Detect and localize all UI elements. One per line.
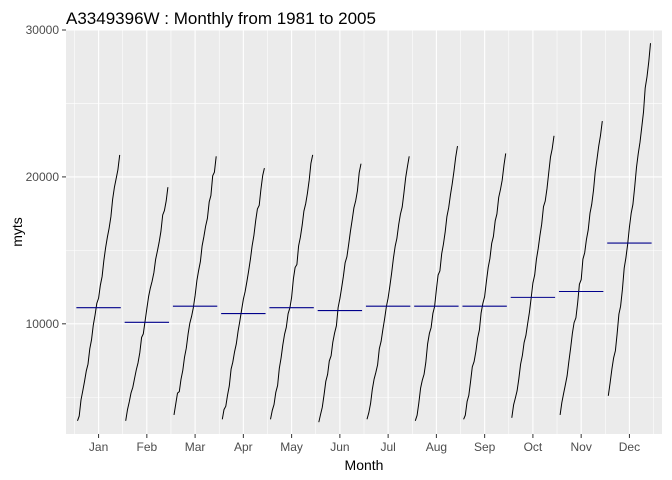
mean-lines xyxy=(76,242,652,323)
series-line-mar xyxy=(173,156,217,415)
y-tick-label: 20000 xyxy=(26,170,60,184)
x-tick-label-may: May xyxy=(280,440,303,454)
series-line-jul xyxy=(366,156,410,420)
series-line-nov xyxy=(559,121,603,415)
x-tick-label-aug: Aug xyxy=(426,440,447,454)
y-axis-label: myts xyxy=(9,217,25,247)
x-tick-label-oct: Oct xyxy=(524,440,543,454)
x-tick-label-nov: Nov xyxy=(570,440,591,454)
series-line-sep xyxy=(463,153,507,420)
x-tick-label-feb: Feb xyxy=(136,440,157,454)
x-tick-label-jul: Jul xyxy=(380,440,395,454)
series-line-may xyxy=(270,154,314,420)
x-tick-label-apr: Apr xyxy=(234,440,253,454)
x-tick-label-dec: Dec xyxy=(619,440,640,454)
x-tick-label-jan: Jan xyxy=(89,440,108,454)
series-line-feb xyxy=(125,187,169,421)
chart-title: A3349396W : Monthly from 1981 to 2005 xyxy=(66,9,376,28)
x-tick-label-jun: Jun xyxy=(330,440,349,454)
series-line-oct xyxy=(511,135,555,418)
series-line-aug xyxy=(414,146,458,421)
series-line-jun xyxy=(318,163,362,423)
series-line-apr xyxy=(221,167,265,420)
grid-lines xyxy=(66,29,662,434)
y-tick-label: 30000 xyxy=(26,23,60,37)
y-tick-label: 10000 xyxy=(26,317,60,331)
series-line-dec xyxy=(607,43,651,396)
y-axis: 10000 20000 30000 xyxy=(26,23,66,331)
series-lines xyxy=(77,43,651,423)
x-axis-label: Month xyxy=(345,457,384,473)
x-axis: Jan Feb Mar Apr May Jun Jul Aug Sep Oct Nov Dec xyxy=(89,434,640,454)
x-tick-label-mar: Mar xyxy=(185,440,206,454)
series-line-jan xyxy=(77,154,121,421)
x-tick-label-sep: Sep xyxy=(474,440,496,454)
